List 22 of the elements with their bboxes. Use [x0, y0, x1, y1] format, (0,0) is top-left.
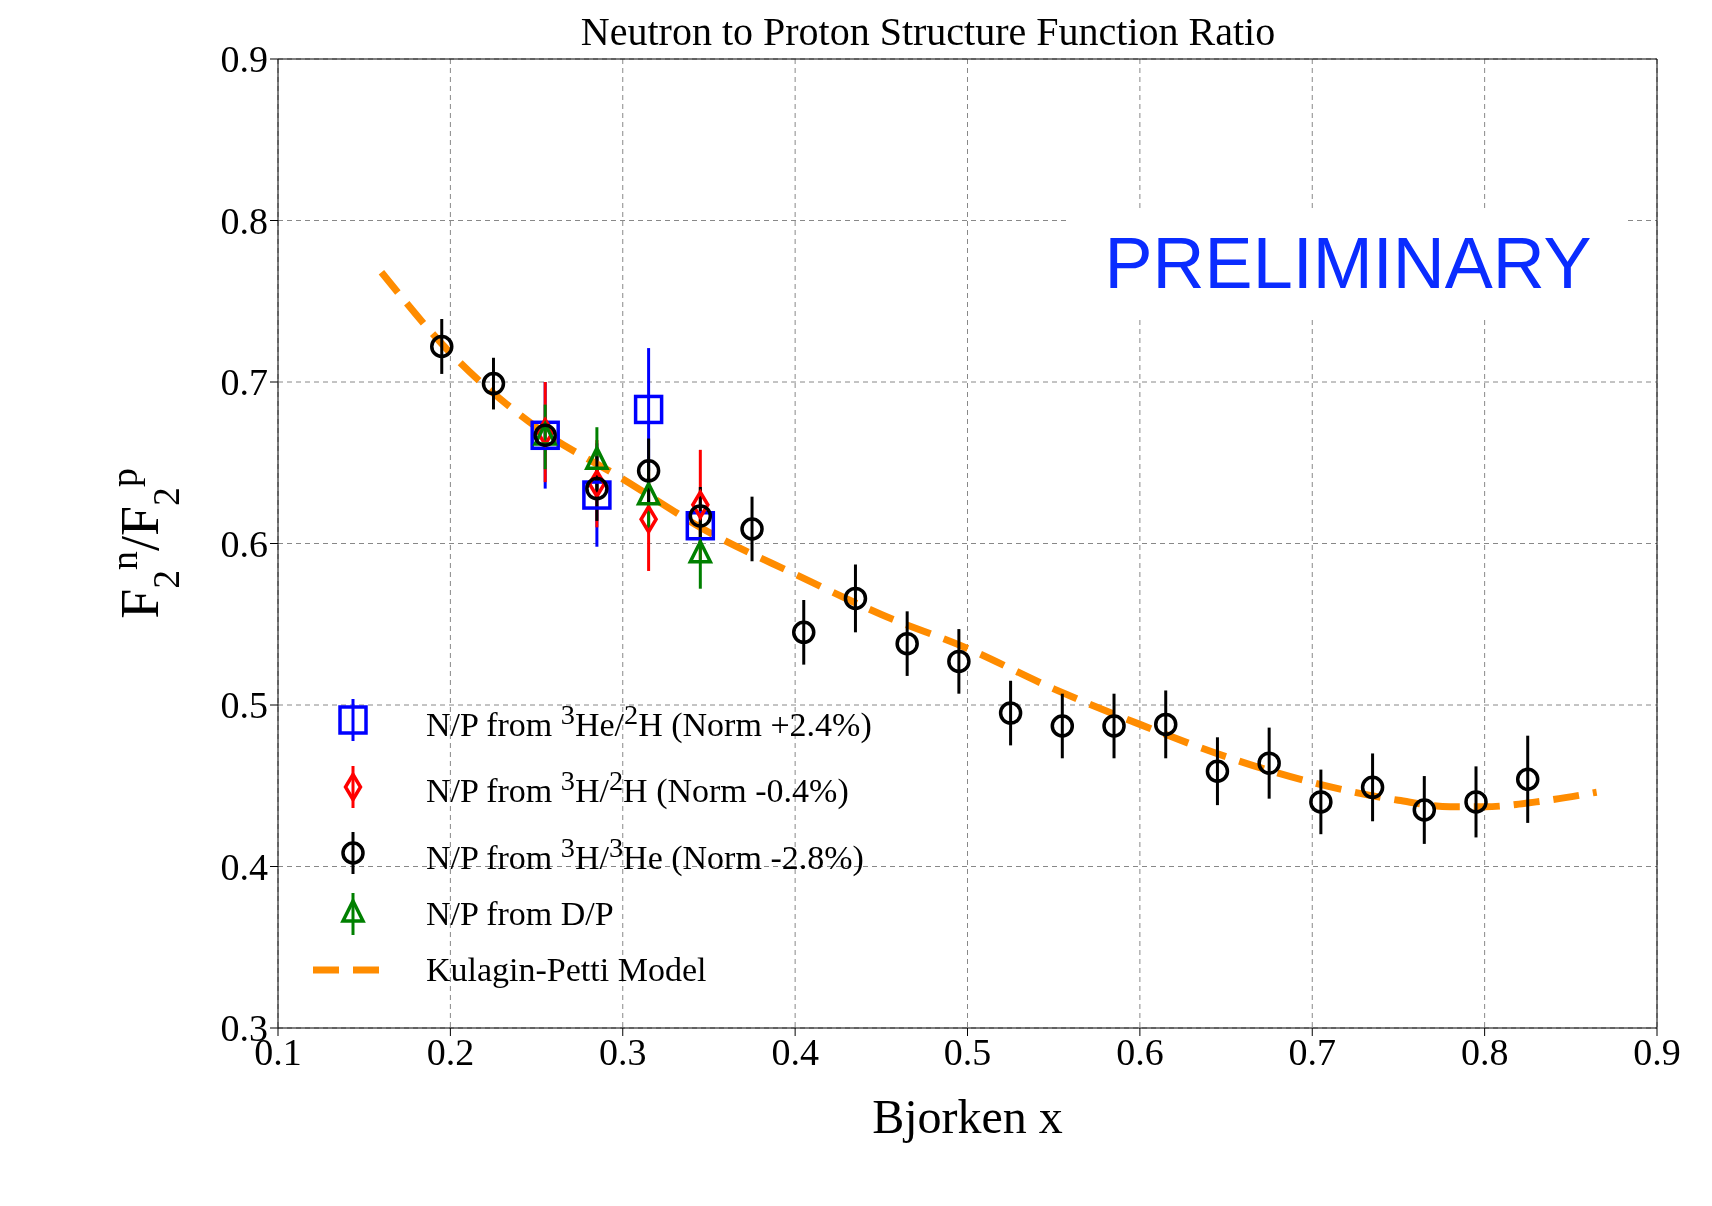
chart-title: Neutron to Proton Structure Function Ratio	[580, 9, 1276, 54]
x-axis-title: Bjorken x	[872, 1090, 1063, 1143]
y-tick-label: 0.6	[220, 522, 268, 565]
x-tick-label: 0.7	[1288, 1030, 1336, 1073]
legend-label: Kulagin-Petti Model	[426, 950, 707, 990]
x-tick-label: 0.5	[943, 1030, 992, 1073]
x-tick-label: 0.9	[1633, 1030, 1681, 1073]
x-tick-label: 0.4	[771, 1030, 819, 1073]
x-tick-label: 0.6	[1116, 1030, 1164, 1073]
y-tick-label: 0.9	[220, 38, 268, 81]
annotation: PRELIMINARY	[1068, 208, 1628, 318]
y-tick-label: 0.7	[220, 361, 268, 404]
legend-label: N/P from $^{3}$He/$^{2}$H (Norm +2.4%)	[426, 698, 872, 746]
y-tick-label: 0.8	[220, 199, 268, 242]
legend-label: N/P from D/P	[426, 894, 614, 934]
legend-label: N/P from $^{3}$H/$^{3}$He (Norm -2.8%)	[426, 830, 864, 878]
x-tick-label: 0.2	[426, 1030, 475, 1073]
y-tick-label: 0.4	[220, 845, 268, 888]
y-tick-label: 0.5	[220, 684, 268, 727]
x-tick-label: 0.3	[599, 1030, 647, 1073]
x-tick-label: 0.8	[1460, 1030, 1509, 1073]
legend-label: N/P from $^{3}$H/$^{2}$H (Norm -0.4%)	[426, 764, 849, 812]
